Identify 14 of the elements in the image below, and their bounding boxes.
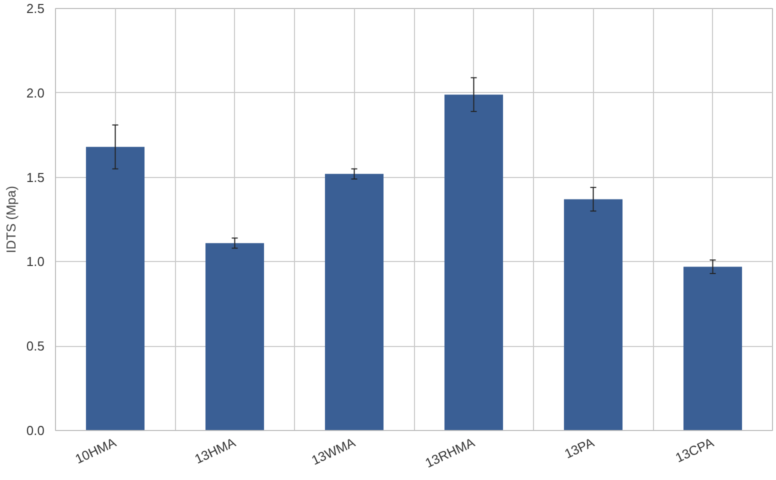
x-tick-label: 13PA: [562, 434, 597, 462]
bar: [444, 94, 504, 430]
bar: [324, 174, 384, 430]
y-axis-title: IDTS (Mpa): [3, 186, 18, 254]
bar: [683, 266, 742, 430]
y-tick-label: 2.5: [26, 1, 45, 16]
y-tick-label: 1.0: [26, 254, 45, 270]
bar: [205, 243, 264, 430]
y-tick-label: 0.5: [26, 338, 45, 354]
y-tick-label: 1.5: [26, 170, 45, 185]
bar: [564, 199, 623, 430]
y-tick-label: 2.0: [26, 85, 45, 100]
y-tick-label: 0.0: [26, 423, 45, 438]
bar: [86, 146, 145, 430]
